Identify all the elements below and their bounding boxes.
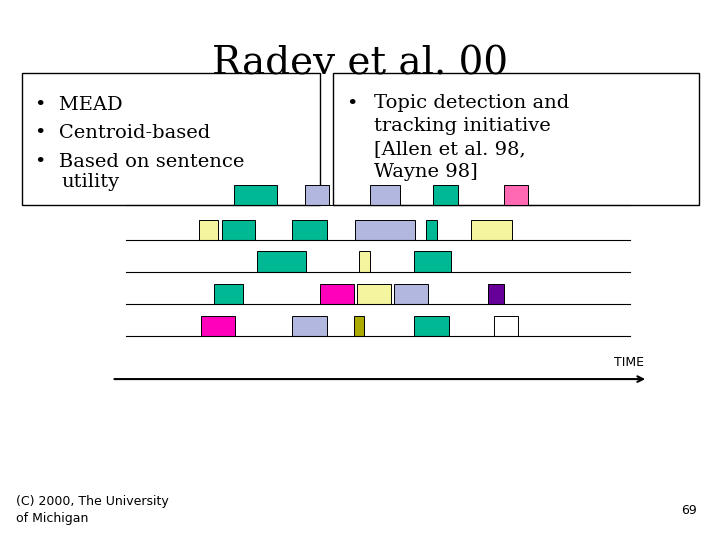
Text: [Allen et al. 98,: [Allen et al. 98, bbox=[374, 140, 526, 158]
Bar bbox=[201, 316, 235, 336]
Bar bbox=[504, 185, 528, 205]
Text: •: • bbox=[346, 94, 358, 112]
Bar bbox=[426, 220, 437, 240]
Bar bbox=[356, 220, 415, 240]
Bar bbox=[292, 316, 327, 336]
Text: Radev et al. 00: Radev et al. 00 bbox=[212, 45, 508, 82]
Bar bbox=[215, 284, 243, 304]
Text: utility: utility bbox=[62, 173, 120, 191]
Bar bbox=[488, 284, 504, 304]
Bar bbox=[257, 251, 307, 272]
Text: (C) 2000, The University
of Michigan: (C) 2000, The University of Michigan bbox=[16, 495, 168, 525]
Text: 69: 69 bbox=[681, 504, 697, 517]
Bar bbox=[354, 316, 364, 336]
Bar bbox=[370, 185, 400, 205]
Bar bbox=[333, 73, 699, 205]
Bar bbox=[359, 251, 370, 272]
Bar bbox=[199, 220, 218, 240]
Text: tracking initiative: tracking initiative bbox=[374, 117, 550, 135]
Bar bbox=[22, 73, 320, 205]
Bar bbox=[357, 284, 391, 304]
Text: •  Based on sentence: • Based on sentence bbox=[35, 153, 244, 171]
Bar bbox=[292, 220, 327, 240]
Text: Wayne 98]: Wayne 98] bbox=[374, 163, 477, 180]
Text: TIME: TIME bbox=[614, 356, 644, 369]
Bar bbox=[471, 220, 511, 240]
Bar bbox=[414, 251, 451, 272]
Text: •  MEAD: • MEAD bbox=[35, 96, 122, 113]
Bar bbox=[494, 316, 518, 336]
Bar bbox=[320, 284, 354, 304]
Bar bbox=[394, 284, 428, 304]
Bar bbox=[235, 185, 277, 205]
Text: Topic detection and: Topic detection and bbox=[374, 94, 569, 112]
Bar bbox=[414, 316, 449, 336]
Bar bbox=[305, 185, 329, 205]
Bar bbox=[433, 185, 458, 205]
Text: •  Centroid-based: • Centroid-based bbox=[35, 124, 210, 142]
Bar bbox=[222, 220, 254, 240]
